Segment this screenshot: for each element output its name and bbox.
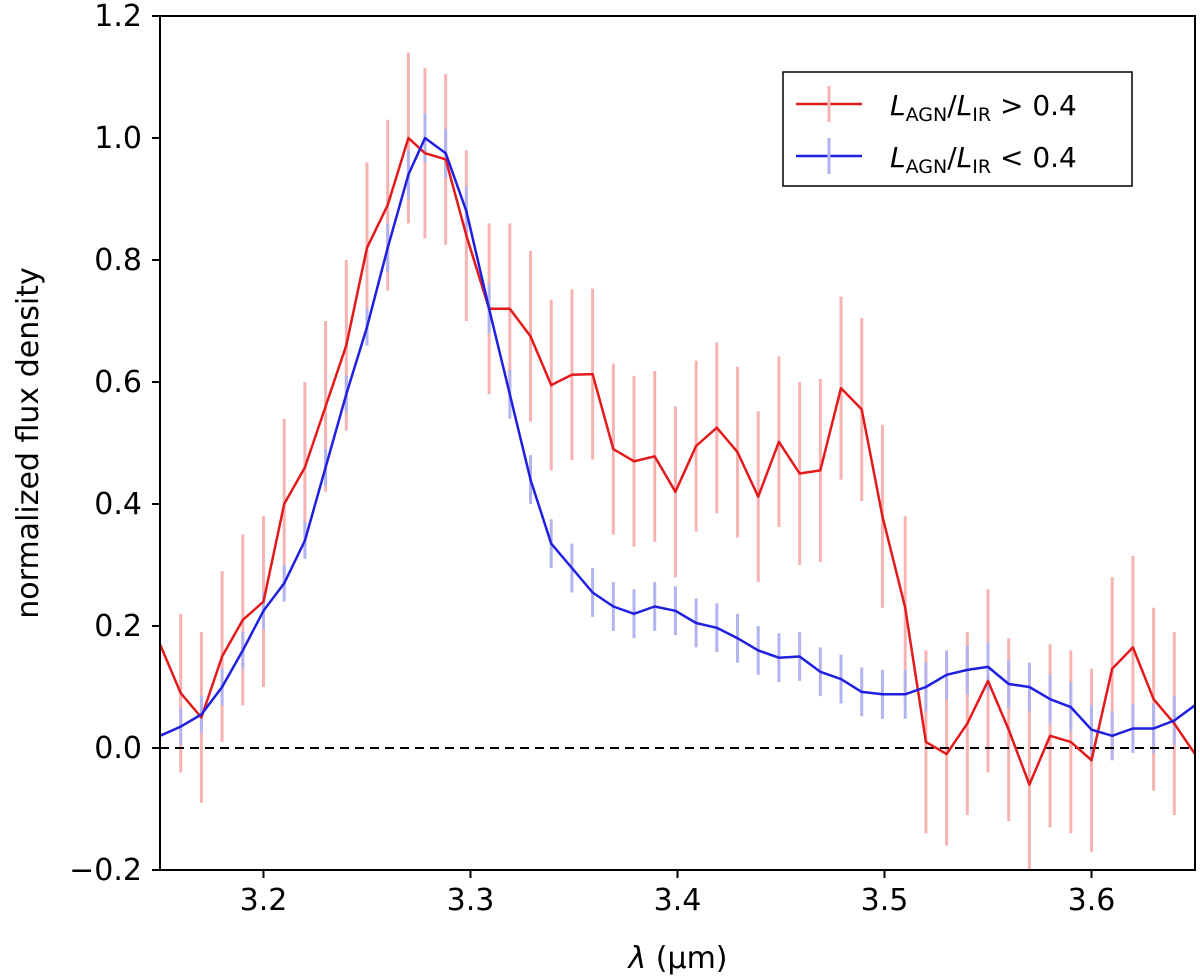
y-tick-label: 0.2 xyxy=(94,609,142,644)
x-axis-unit: (μm) xyxy=(656,941,728,976)
series-line-layer xyxy=(160,136,1195,786)
x-axis-symbol: λ xyxy=(626,941,646,976)
y-tick-label: −0.2 xyxy=(69,853,142,888)
low_agn-legend-label: LAGN/LIR < 0.4 xyxy=(890,141,1077,178)
x-tick-label: 3.4 xyxy=(654,883,702,918)
x-axis-label: λ (μm) xyxy=(626,941,727,976)
y-tick-label: 0.4 xyxy=(94,487,142,522)
y-tick-label: 0.8 xyxy=(94,243,142,278)
y-tick-label: 0.6 xyxy=(94,365,142,400)
x-tick-label: 3.2 xyxy=(240,883,288,918)
low_agn-series-line xyxy=(160,136,1195,738)
y-axis-label: normalized flux density xyxy=(11,267,46,618)
legend: LAGN/LIR > 0.4 LAGN/LIR < 0.4 xyxy=(782,71,1133,187)
legend-box xyxy=(782,71,1133,187)
y-tick-label: 1.0 xyxy=(94,121,142,156)
x-tick-label: 3.3 xyxy=(447,883,495,918)
y-tick-label: 1.2 xyxy=(94,0,142,34)
x-tick-label: 3.6 xyxy=(1068,883,1116,918)
y-axis-ticks: −0.2 0.0 0.2 0.4 0.6 0.8 1.0 1.2 xyxy=(69,0,160,888)
high_agn-legend-label: LAGN/LIR > 0.4 xyxy=(890,89,1077,126)
high_agn-series-line xyxy=(160,136,1195,786)
x-tick-label: 3.5 xyxy=(861,883,909,918)
x-axis-ticks: 3.2 3.3 3.4 3.5 3.6 xyxy=(240,870,1116,918)
y-tick-label: 0.0 xyxy=(94,731,142,766)
